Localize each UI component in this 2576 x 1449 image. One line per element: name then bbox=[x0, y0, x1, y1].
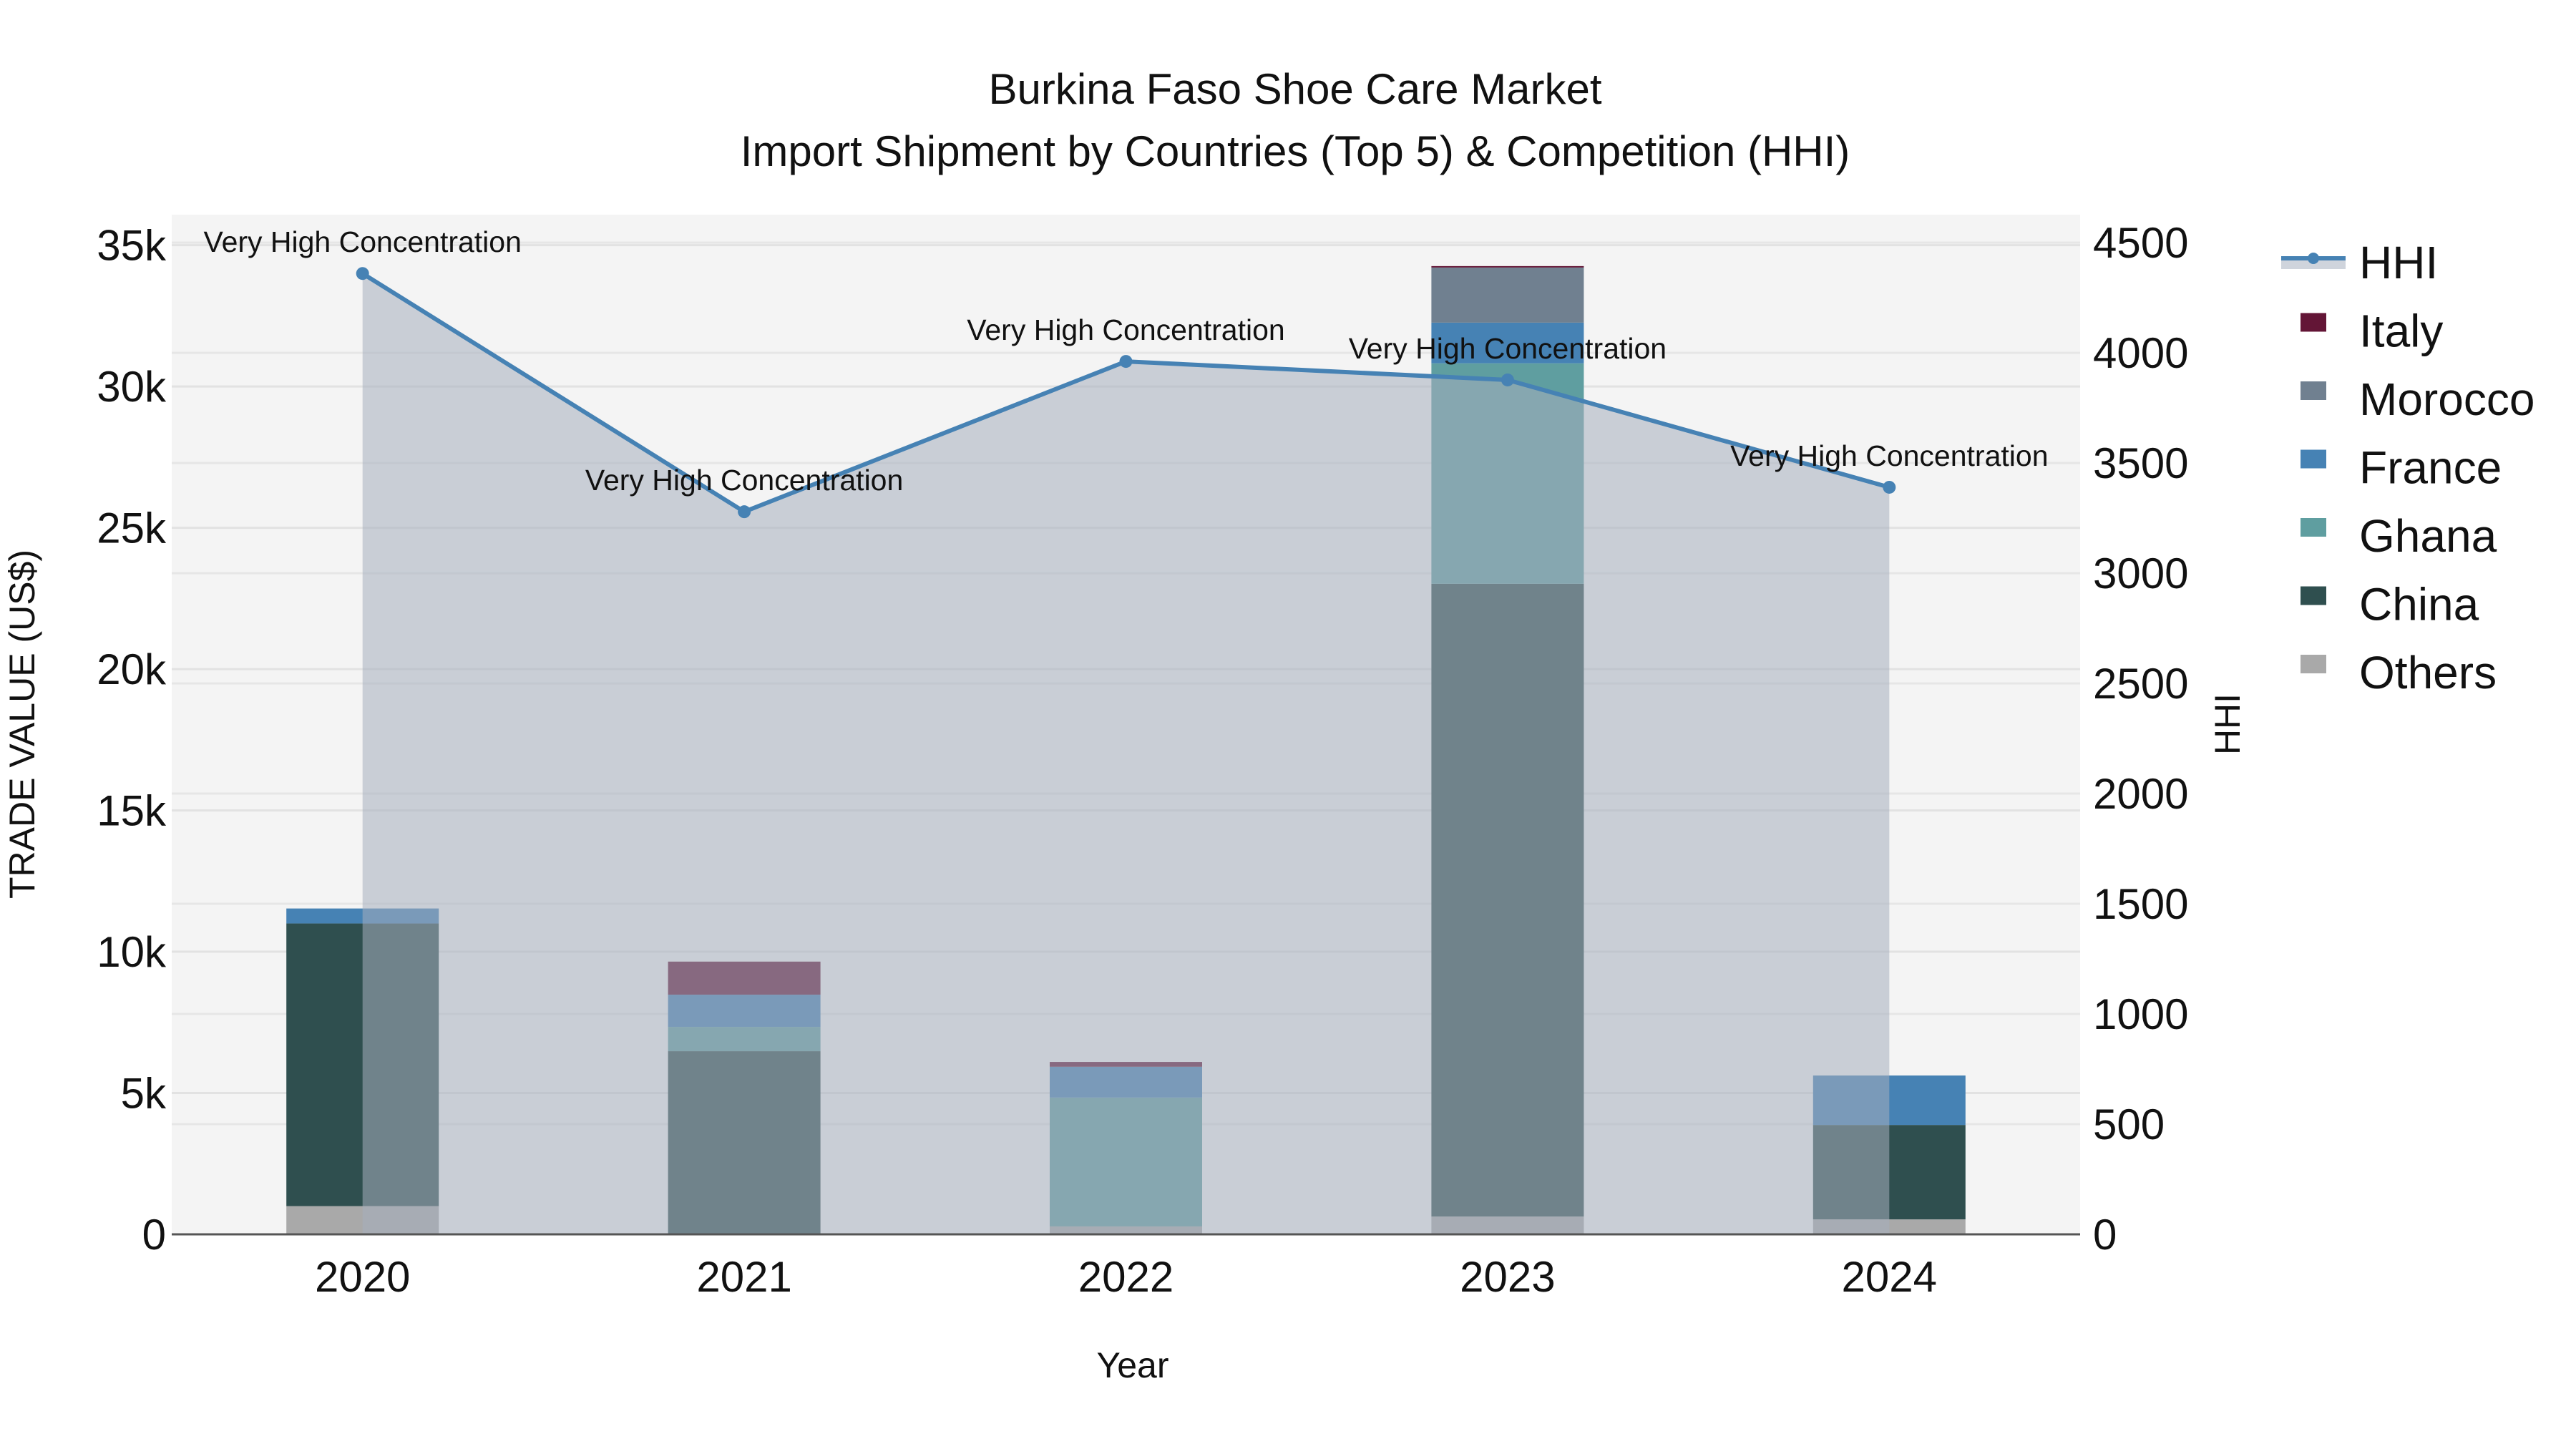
y-left-tick-label: 0 bbox=[142, 1211, 166, 1259]
legend-swatch-icon bbox=[2301, 313, 2326, 332]
chart-title-line2: Import Shipment by Countries (Top 5) & C… bbox=[741, 127, 1850, 175]
hhi-annotations: Very High Concentration Very High Concent… bbox=[203, 225, 2048, 497]
legend-label: Morocco bbox=[2359, 374, 2534, 425]
y-right-tick-label: 4500 bbox=[2093, 219, 2188, 267]
y-right-tick-label: 2000 bbox=[2093, 770, 2188, 818]
y-right-tick-label: 0 bbox=[2093, 1211, 2117, 1259]
hhi-marker bbox=[738, 505, 751, 519]
legend-swatch-icon bbox=[2301, 518, 2326, 537]
x-tick-label: 2021 bbox=[696, 1253, 791, 1301]
x-axis-title: Year bbox=[1096, 1345, 1169, 1385]
y-right-tick-label: 3000 bbox=[2093, 550, 2188, 597]
y-right-tick-label: 1500 bbox=[2093, 880, 2188, 928]
x-tick-label: 2022 bbox=[1078, 1253, 1174, 1301]
bar-segment-morocco bbox=[1431, 267, 1584, 323]
legend-label: China bbox=[2359, 579, 2479, 630]
legend-item-china: China bbox=[2301, 579, 2479, 630]
x-tick-label: 2020 bbox=[315, 1253, 410, 1301]
bar-segment-france bbox=[1431, 322, 1584, 364]
y-axis-left-title: TRADE VALUE (US$) bbox=[2, 550, 42, 899]
chart-title-line1: Burkina Faso Shoe Care Market bbox=[988, 65, 1601, 113]
legend-swatch-icon bbox=[2301, 655, 2326, 673]
y-axis-right-title: HHI bbox=[2207, 693, 2248, 755]
legend-hhi-marker-icon bbox=[2308, 253, 2319, 264]
hhi-marker bbox=[1883, 480, 1896, 494]
hhi-marker bbox=[1119, 355, 1133, 369]
y-right-tick-label: 1000 bbox=[2093, 990, 2188, 1038]
y-left-tick-label: 5k bbox=[121, 1070, 167, 1118]
hhi-annotation: Very High Concentration bbox=[585, 464, 903, 497]
legend-swatch-icon bbox=[2301, 381, 2326, 400]
x-axis-ticks: 2020 2021 2022 2023 2024 bbox=[315, 1253, 1937, 1301]
legend-label: HHI bbox=[2359, 237, 2438, 288]
legend: HHI Italy Morocco France Ghana China Others bbox=[2281, 237, 2534, 698]
legend-item-italy: Italy bbox=[2301, 306, 2443, 357]
legend-label: Ghana bbox=[2359, 510, 2497, 562]
legend-label: Italy bbox=[2359, 306, 2443, 357]
legend-label: Others bbox=[2359, 647, 2497, 698]
legend-item-ghana: Ghana bbox=[2301, 510, 2497, 562]
y-left-tick-label: 15k bbox=[97, 787, 167, 835]
y-left-tick-label: 35k bbox=[97, 222, 167, 270]
y-left-tick-label: 25k bbox=[97, 504, 167, 552]
hhi-annotation: Very High Concentration bbox=[203, 225, 521, 258]
y-right-tick-label: 3500 bbox=[2093, 439, 2188, 487]
y-left-tick-label: 20k bbox=[97, 645, 167, 693]
legend-swatch-icon bbox=[2301, 586, 2326, 605]
y-left-tick-label: 10k bbox=[97, 928, 167, 976]
hhi-annotation: Very High Concentration bbox=[1349, 332, 1667, 365]
legend-item-france: France bbox=[2301, 442, 2502, 494]
y-right-tick-label: 2500 bbox=[2093, 660, 2188, 708]
y-axis-right-ticks: 0 500 1000 1500 2000 2500 3000 3500 4000 4500 bbox=[2093, 219, 2188, 1259]
legend-item-morocco: Morocco bbox=[2301, 374, 2534, 425]
legend-item-hhi: HHI bbox=[2281, 237, 2438, 288]
y-right-tick-label: 500 bbox=[2093, 1101, 2165, 1148]
x-tick-label: 2024 bbox=[1842, 1253, 1937, 1301]
y-axis-left-ticks: 0 5k 10k 15k 20k 25k 30k 35k bbox=[97, 222, 167, 1259]
bar-segment-italy bbox=[1431, 265, 1584, 268]
hhi-marker bbox=[356, 267, 369, 280]
y-right-tick-label: 4000 bbox=[2093, 329, 2188, 377]
hhi-marker bbox=[1501, 373, 1514, 386]
legend-swatch-icon bbox=[2301, 449, 2326, 469]
hhi-line bbox=[356, 267, 1896, 519]
legend-label: France bbox=[2359, 442, 2502, 494]
legend-item-others: Others bbox=[2301, 647, 2497, 698]
hhi-annotation: Very High Concentration bbox=[1730, 439, 2048, 472]
x-tick-label: 2023 bbox=[1460, 1253, 1555, 1301]
hhi-annotation: Very High Concentration bbox=[967, 313, 1284, 346]
y-left-tick-label: 30k bbox=[97, 363, 167, 411]
